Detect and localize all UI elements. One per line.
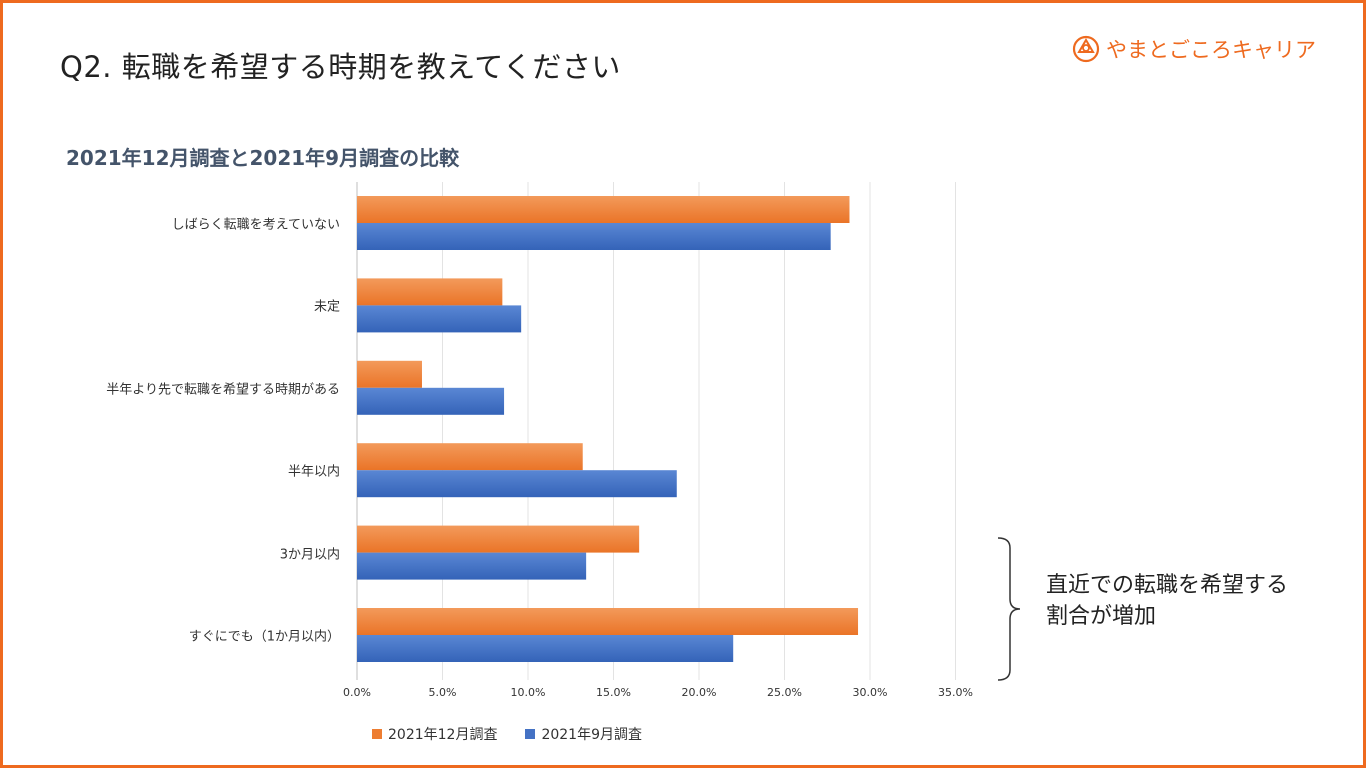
tick-label: 15.0% <box>596 686 631 699</box>
chart-legend: 2021年12月調査 2021年9月調査 <box>372 724 642 744</box>
circle-knot-icon <box>1072 35 1100 63</box>
tick-label: 20.0% <box>681 686 717 699</box>
bar-dec-4 <box>357 525 640 553</box>
category-label: 半年より先で転職を希望する時期がある <box>106 382 340 398</box>
bar-dec-5 <box>357 608 859 635</box>
bar-sep-2 <box>357 387 505 415</box>
category-label: すぐにでも（1か月以内） <box>188 629 340 645</box>
bar-sep-1 <box>357 305 522 333</box>
legend-swatch-sep <box>525 729 536 739</box>
legend-item-dec: 2021年12月調査 <box>372 724 497 744</box>
bar-dec-2 <box>357 360 422 388</box>
category-label: 半年以内 <box>287 464 340 480</box>
bar-dec-3 <box>357 443 583 471</box>
bar-dec-1 <box>357 278 503 306</box>
brand-name: やまとごころキャリア <box>1106 38 1316 62</box>
category-label: しばらく転職を考えていない <box>171 217 340 233</box>
bar-sep-4 <box>357 552 587 580</box>
category-label: 未定 <box>313 299 340 315</box>
legend-swatch-dec <box>372 729 382 739</box>
chart-subtitle: 2021年12月調査と2021年9月調査の比較 <box>66 146 460 170</box>
legend-item-sep: 2021年9月調査 <box>525 724 642 744</box>
tick-label: 10.0% <box>510 686 546 699</box>
annotation-bracket <box>997 537 1021 681</box>
page-title: Q2. 転職を希望する時期を教えてください <box>60 50 621 84</box>
tick-label: 30.0% <box>852 686 888 699</box>
legend-label-dec: 2021年12月調査 <box>388 727 498 743</box>
bar-sep-0 <box>357 223 831 250</box>
category-label: 3か月以内 <box>279 547 340 563</box>
tick-label: 25.0% <box>767 686 802 699</box>
tick-label: 0.0% <box>343 686 371 699</box>
bar-dec-0 <box>357 196 850 223</box>
legend-label-sep: 2021年9月調査 <box>541 727 642 743</box>
annotation-line-2: 割合が増加 <box>1046 604 1157 629</box>
brand-logo: やまとごころキャリア <box>1072 34 1316 64</box>
bar-sep-5 <box>357 635 734 662</box>
tick-label: 35.0% <box>938 686 973 699</box>
tick-label: 5.0% <box>428 686 457 699</box>
bar-sep-3 <box>357 470 677 498</box>
annotation-text: 直近での転職を希望する 割合が増加 <box>1046 570 1288 632</box>
annotation-line-1: 直近での転職を希望する <box>1046 573 1289 598</box>
